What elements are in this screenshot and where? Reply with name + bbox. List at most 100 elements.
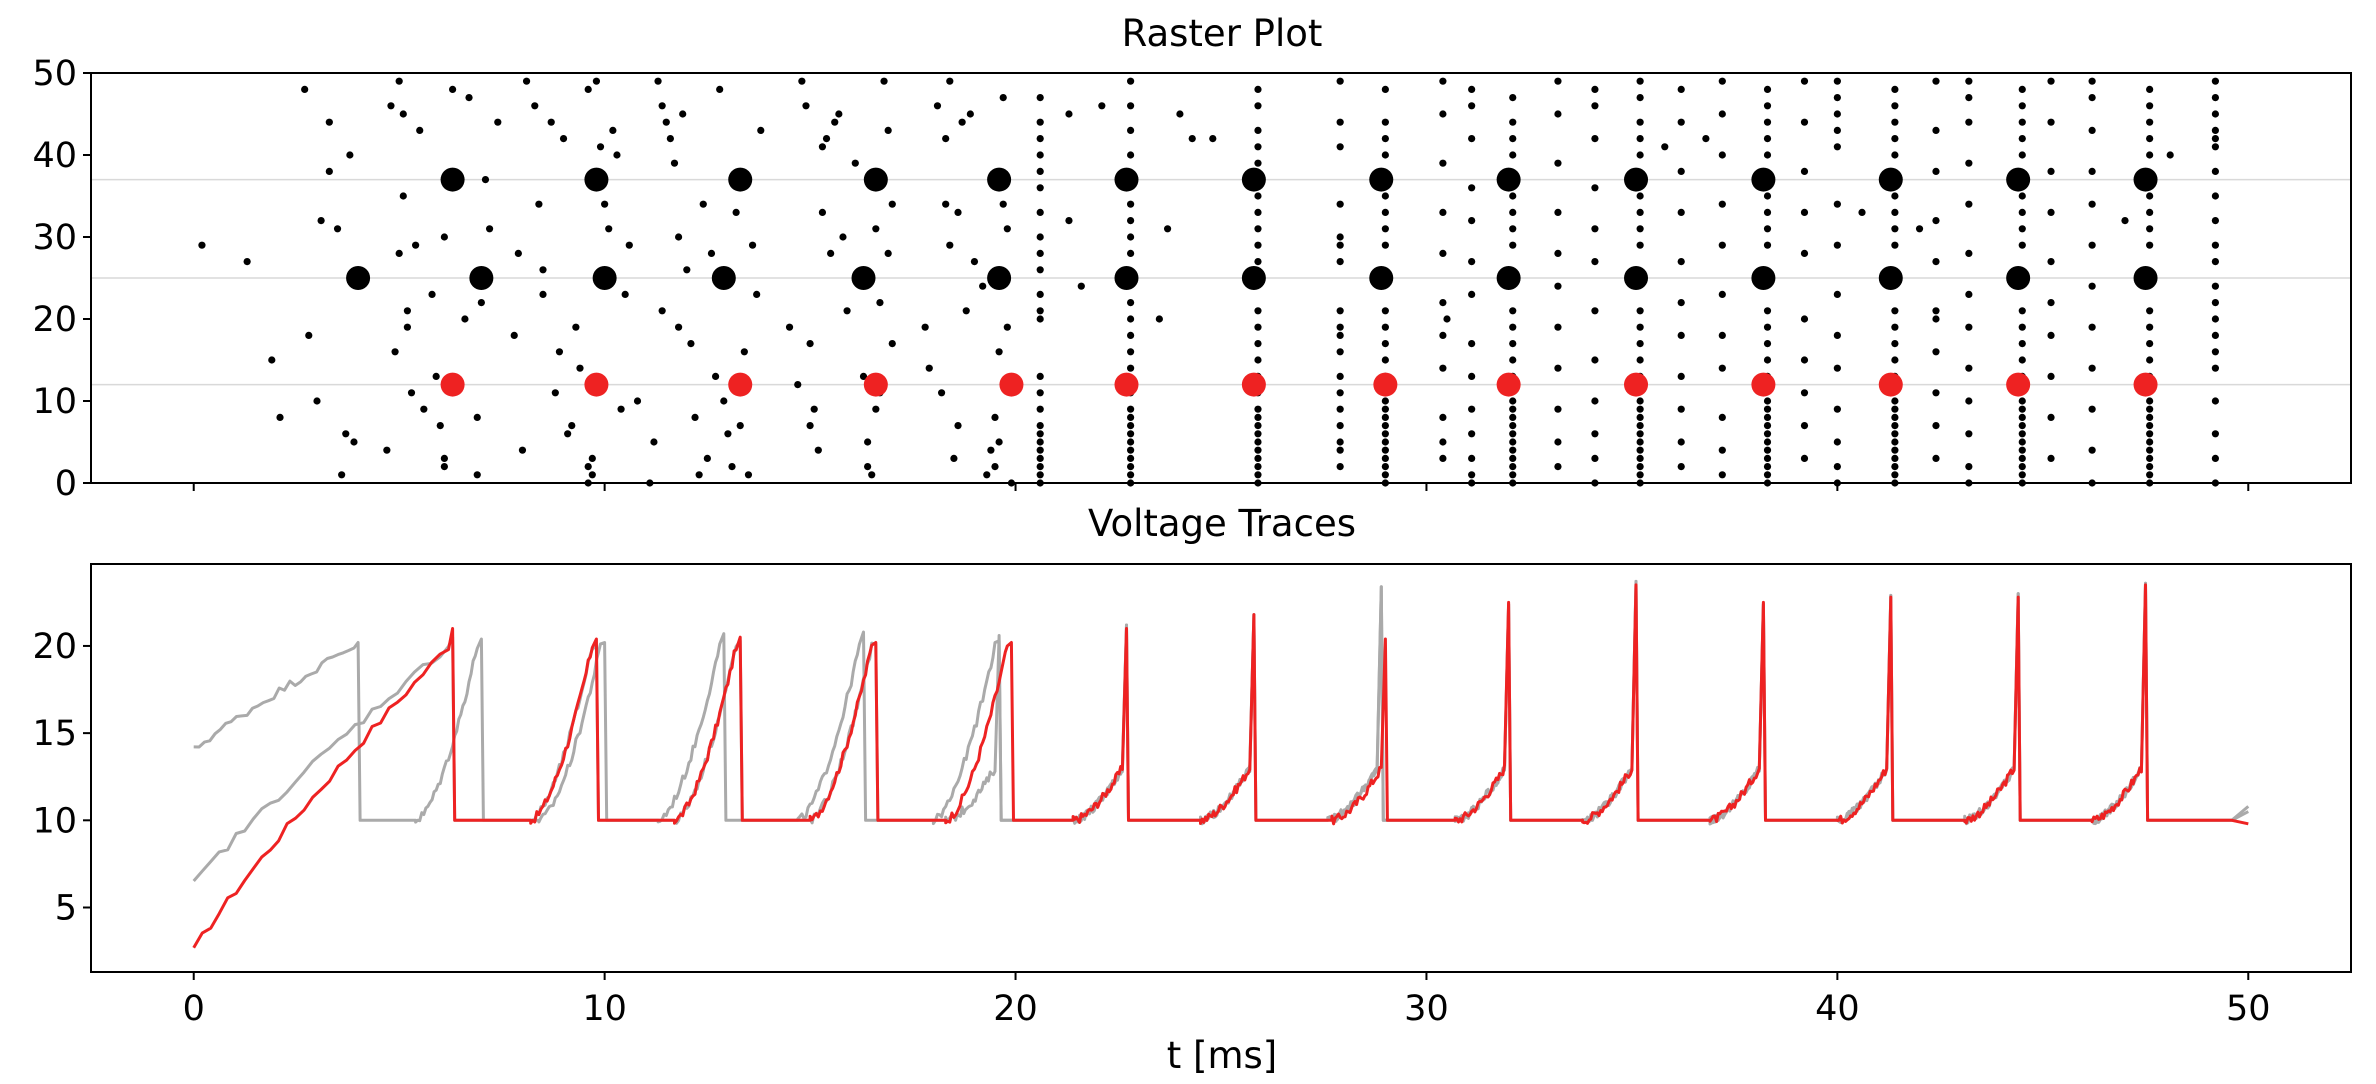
- spike-dot: [1677, 372, 1685, 380]
- spike-dot: [1591, 184, 1599, 192]
- spike-dot: [346, 151, 354, 159]
- spike-dot: [465, 94, 473, 102]
- spike-dot: [1763, 323, 1772, 331]
- spike-dot: [979, 282, 987, 290]
- raster-plot-frame: [90, 72, 2352, 484]
- spike-dot: [333, 225, 342, 233]
- spike-dot: [822, 135, 831, 143]
- spike-dot: [403, 323, 411, 331]
- spike-dot: [2211, 454, 2219, 462]
- spike-dot: [584, 85, 592, 93]
- highlighted-spike: [1496, 372, 1521, 397]
- spike-dot: [1763, 422, 1772, 430]
- spike-dot: [1591, 397, 1599, 405]
- spike-dot: [1127, 438, 1135, 446]
- highlighted-spike: [1878, 372, 1903, 397]
- spike-dot: [1891, 340, 1899, 348]
- spike-dot: [1003, 225, 1011, 233]
- spike-dot: [1509, 225, 1517, 233]
- spike-dot: [1591, 85, 1599, 93]
- spike-dot: [477, 299, 485, 307]
- spike-dot: [588, 454, 596, 462]
- x-tick-label: 40: [1815, 989, 1860, 1029]
- spike-dot: [473, 471, 481, 479]
- spike-dot: [1509, 208, 1517, 216]
- spike-dot: [1381, 225, 1389, 233]
- spike-dot: [1636, 151, 1644, 159]
- spike-dot: [831, 118, 839, 126]
- spike-dot: [2047, 372, 2055, 380]
- spike-dot: [1554, 110, 1562, 118]
- spike-dot: [1254, 85, 1262, 93]
- spike-dot: [1509, 430, 1517, 438]
- spike-dot: [485, 225, 494, 233]
- spike-dot: [440, 233, 448, 241]
- spike-dot: [954, 208, 962, 216]
- spike-dot: [1677, 258, 1685, 266]
- spike-dot: [1763, 208, 1772, 216]
- spike-dot: [1381, 208, 1389, 216]
- spike-dot: [2018, 405, 2026, 413]
- spike-dot: [1763, 151, 1772, 159]
- spike-dot: [687, 340, 695, 348]
- highlighted-spike: [1369, 167, 1394, 192]
- spike-dot: [1891, 323, 1899, 331]
- spike-dot: [2018, 208, 2026, 216]
- spike-dot: [999, 200, 1007, 208]
- spike-dot: [1127, 299, 1135, 307]
- spike-dot: [531, 102, 539, 110]
- spike-dot: [1833, 110, 1841, 118]
- spike-dot: [995, 348, 1003, 356]
- highlighted-spike: [863, 372, 888, 397]
- spike-dot: [884, 249, 892, 257]
- spike-dot: [1127, 413, 1135, 421]
- spike-dot: [1254, 422, 1262, 430]
- spike-dot: [2018, 118, 2026, 126]
- spike-dot: [2211, 348, 2219, 356]
- spike-dot: [1718, 413, 1726, 421]
- spike-dot: [2211, 364, 2219, 372]
- spike-dot: [2211, 282, 2219, 290]
- spike-dot: [1636, 356, 1644, 364]
- spike-dot: [1127, 348, 1135, 356]
- spike-dot: [1833, 200, 1841, 208]
- spike-dot: [1509, 405, 1517, 413]
- spike-dot: [2146, 192, 2154, 200]
- spike-dot: [1254, 192, 1262, 200]
- spike-dot: [1718, 241, 1726, 249]
- spike-dot: [1163, 225, 1172, 233]
- spike-dot: [1381, 463, 1389, 471]
- x-tick-label: 50: [2226, 989, 2271, 1029]
- spike-dot: [1891, 430, 1899, 438]
- spike-dot: [1036, 315, 1044, 323]
- spike-dot: [1036, 249, 1044, 257]
- spike-dot: [601, 200, 609, 208]
- spike-dot: [1636, 397, 1644, 405]
- spike-dot: [740, 348, 748, 356]
- spike-dot: [1636, 438, 1644, 446]
- spike-dot: [2211, 217, 2219, 225]
- spike-dot: [658, 307, 666, 315]
- spike-dot: [399, 110, 407, 118]
- spike-dot: [432, 372, 440, 380]
- spike-dot: [2211, 77, 2219, 85]
- spike-dot: [1891, 192, 1899, 200]
- spike-dot: [1127, 151, 1135, 159]
- spike-dot: [1891, 241, 1899, 249]
- highlighted-spike: [1751, 372, 1776, 397]
- spike-dot: [2146, 225, 2154, 233]
- spike-dot: [1591, 356, 1599, 364]
- spike-dot: [2018, 340, 2026, 348]
- spike-dot: [1468, 454, 1476, 462]
- spike-dot: [950, 454, 958, 462]
- spike-dot: [2146, 405, 2154, 413]
- spike-dot: [1932, 77, 1940, 85]
- spike-dot: [2146, 430, 2154, 438]
- spike-dot: [1077, 282, 1085, 290]
- spike-dot: [2146, 102, 2154, 110]
- spike-dot: [2018, 307, 2026, 315]
- spike-dot: [1439, 77, 1447, 85]
- spike-dot: [2146, 454, 2154, 462]
- spike-dot: [399, 192, 407, 200]
- spike-dot: [1891, 208, 1899, 216]
